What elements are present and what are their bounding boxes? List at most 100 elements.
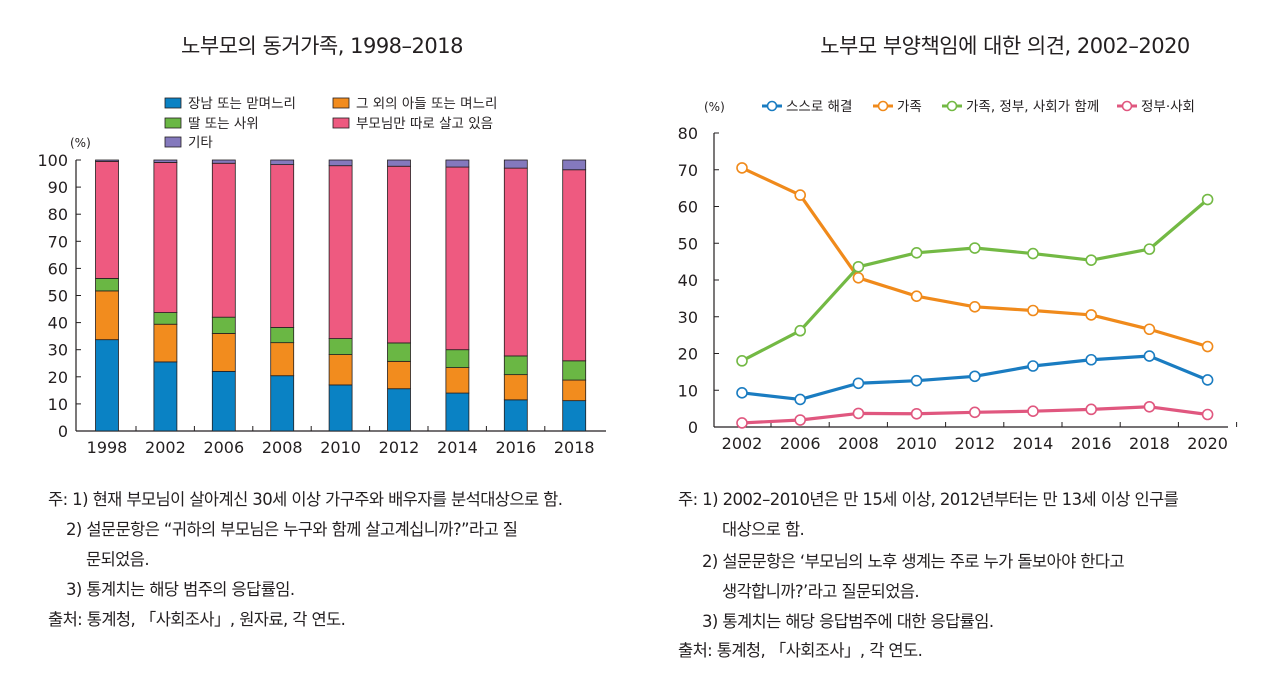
left-x-tick-label: 2002: [145, 438, 186, 457]
point-0-2006: [794, 393, 807, 406]
point-1-2008: [852, 271, 865, 284]
point-2-2006: [794, 324, 807, 337]
point-1-2016: [1085, 309, 1097, 321]
right-y-tick-label: 70: [678, 161, 698, 180]
point-0-2014: [1027, 360, 1039, 372]
left-x-tick-label: 2010: [320, 438, 361, 457]
right-x-tick-label: 2010: [896, 434, 937, 453]
legend-swatch-2: [164, 117, 182, 129]
bar-segment-2010-2: [328, 338, 353, 355]
bar-segment-2002-1: [153, 323, 178, 363]
left-y-tick-label: 100: [37, 151, 68, 170]
point-0-2018: [1143, 350, 1156, 362]
point-2-2010: [910, 247, 923, 259]
line-series-2: [741, 198, 1209, 363]
right-note-2: 대상으로 함.: [722, 520, 805, 539]
point-1-2010: [910, 290, 923, 302]
left-y-tick-label: 80: [48, 205, 68, 224]
right-x-tick-label: 2006: [780, 434, 821, 453]
point-2-2018: [1143, 243, 1156, 255]
bar-segment-2002-2: [153, 312, 178, 325]
bar-segment-2014-2: [445, 349, 470, 368]
point-0-2002: [736, 387, 748, 399]
legend-label-2: 딸 또는 사위: [188, 116, 259, 132]
point-3-2014: [1027, 405, 1039, 417]
right-y-tick-label: 40: [678, 271, 698, 290]
left-y-tick-label: 30: [48, 341, 68, 360]
right-y-unit: (%): [704, 100, 725, 114]
right-x-tick-label: 2020: [1187, 434, 1228, 453]
point-3-2002: [736, 417, 748, 429]
bar-segment-2016-1: [503, 374, 528, 401]
bar-segment-2008-3: [270, 164, 295, 328]
right-y-tick-label: 10: [678, 381, 698, 400]
point-2-2008: [852, 260, 865, 273]
left-y-unit: (%): [70, 136, 91, 150]
left-x-tick-label: 2012: [379, 438, 420, 457]
left-x-tick-label: 1998: [87, 438, 128, 457]
point-1-2020: [1201, 340, 1214, 353]
right-note-5: 3) 통계치는 해당 응답범주에 대한 응답률임.: [702, 612, 994, 631]
right-source: 출처: 통계청, 「사회조사」, 각 연도.: [678, 641, 923, 660]
legend-swatch-4: [164, 136, 182, 148]
bar-segment-2002-3: [153, 162, 178, 313]
legend-swatch-0: [164, 97, 182, 109]
legend-label-3: 부모님만 따로 살고 있음: [356, 116, 493, 132]
point-2-2014: [1027, 247, 1039, 260]
right-x-tick-label: 2002: [722, 434, 763, 453]
bar-segment-2008-1: [270, 342, 295, 377]
bar-segment-2016-4: [503, 159, 528, 169]
point-3-2020: [1201, 408, 1214, 421]
bar-segment-2012-1: [387, 360, 411, 390]
point-3-2008: [852, 407, 865, 420]
right-x-tick-label: 2008: [838, 434, 879, 453]
left-y-tick-label: 70: [48, 232, 68, 251]
point-3-2010: [910, 407, 923, 420]
point-1-2006: [794, 189, 807, 201]
point-2-2012: [968, 242, 981, 254]
bar-segment-2014-3: [445, 166, 470, 351]
bar-segment-2010-0: [328, 384, 353, 432]
bar-segment-2018-3: [562, 169, 587, 362]
left-note-1: 주: 1) 현재 부모님이 살아계신 30세 이상 가구주와 배우자를 분석대상…: [48, 490, 563, 509]
bar-segment-2012-4: [387, 159, 411, 167]
left-x-tick-label: 2014: [437, 438, 478, 457]
left-x-tick-label: 2008: [262, 438, 303, 457]
bar-segment-2016-2: [503, 355, 528, 376]
bar-segment-2012-2: [387, 342, 411, 362]
left-note-3: 문되었음.: [86, 550, 150, 569]
left-y-tick-label: 50: [48, 287, 68, 306]
legend-swatch-1: [332, 97, 350, 109]
legend-label-1: 그 외의 아들 또는 며느리: [356, 96, 497, 112]
bar-segment-2012-3: [387, 165, 411, 344]
bar-segment-2006-0: [211, 370, 236, 432]
left-y-tick-label: 20: [48, 368, 68, 387]
right-x-tick-label: 2014: [1013, 434, 1054, 453]
right-note-1: 주: 1) 2002–2010년은 만 15세 이상, 2012년부터는 만 1…: [678, 490, 1179, 509]
right-y-tick-label: 50: [678, 234, 698, 253]
left-y-tick-label: 60: [48, 259, 68, 278]
bar-segment-2006-1: [211, 333, 236, 372]
point-1-2014: [1027, 304, 1039, 317]
left-y-tick-label: 10: [48, 395, 68, 414]
bar-segment-2008-4: [270, 159, 295, 166]
bar-segment-2014-0: [445, 392, 470, 432]
legend-label-right-1: 가족: [897, 99, 922, 115]
bar-segment-2014-4: [445, 159, 470, 168]
bar-segment-2006-3: [211, 162, 236, 318]
legend-label-right-0: 스스로 해결: [786, 99, 852, 115]
bar-segment-2006-2: [211, 316, 236, 334]
left-note-4: 3) 통계치는 해당 범주의 응답률임.: [66, 580, 295, 599]
legend-marker-1: [877, 100, 889, 112]
bar-segment-2008-2: [270, 327, 295, 344]
bar-segment-1998-0: [95, 339, 119, 432]
point-0-2008: [852, 377, 865, 390]
left-y-tick-label: 0: [58, 422, 68, 441]
bar-segment-2012-0: [387, 388, 411, 432]
bar-segment-1998-2: [95, 278, 119, 292]
bar-segment-2008-0: [270, 375, 295, 432]
left-y-tick-label: 90: [48, 178, 68, 197]
point-3-2016: [1085, 403, 1097, 416]
left-source: 출처: 통계청, 「사회조사」, 원자료, 각 연도.: [48, 610, 346, 629]
